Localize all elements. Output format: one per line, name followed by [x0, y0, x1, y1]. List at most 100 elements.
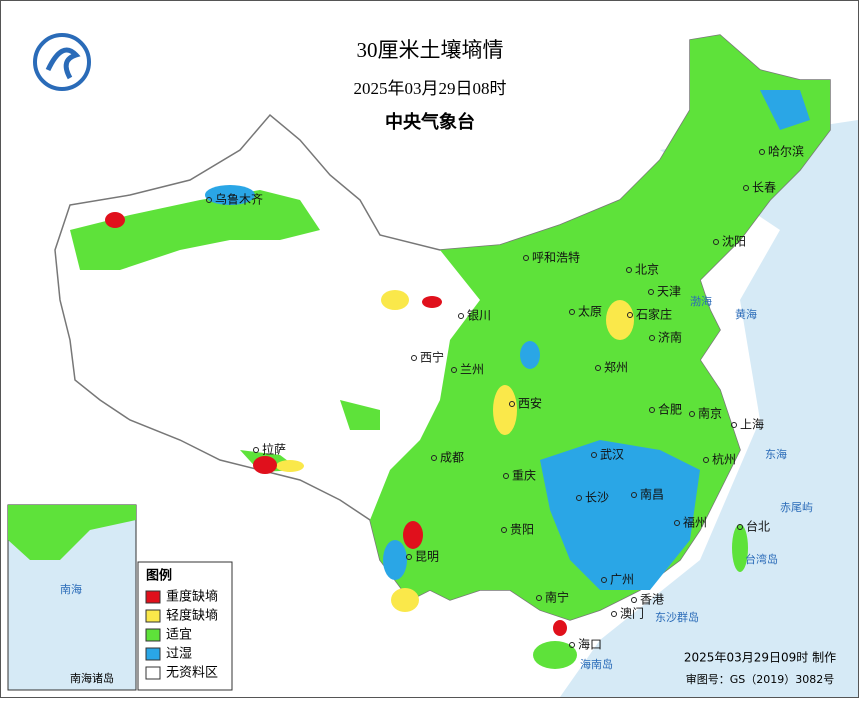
- city-marker: [703, 457, 709, 463]
- city-marker: [509, 401, 515, 407]
- place-label: 东海: [765, 447, 787, 461]
- city-marker: [649, 407, 655, 413]
- place-label: 南海: [60, 582, 82, 596]
- moisture-area: [253, 456, 277, 474]
- sea: [560, 120, 858, 697]
- city-marker: [431, 455, 437, 461]
- city-marker: [451, 367, 457, 373]
- city-label: 合肥: [658, 402, 682, 417]
- city-label: 拉萨: [262, 442, 286, 457]
- city-marker: [648, 289, 654, 295]
- legend-swatch: [145, 647, 161, 661]
- city-label: 哈尔滨: [768, 144, 804, 159]
- city-marker: [458, 313, 464, 319]
- city-label: 武汉: [600, 448, 624, 462]
- city-marker: [501, 527, 507, 533]
- inset-label: 南海诸岛: [70, 671, 114, 685]
- place-label: 海南岛: [580, 657, 613, 671]
- city-marker: [595, 365, 601, 371]
- moisture-area: [422, 296, 442, 308]
- city-label: 香港: [640, 593, 664, 607]
- city-marker: [631, 492, 637, 498]
- moisture-area: [383, 540, 407, 580]
- city-label: 长春: [752, 181, 776, 195]
- legend-label: 适宜: [166, 628, 192, 643]
- moisture-area: [520, 341, 540, 369]
- city-marker: [689, 411, 695, 417]
- city-marker: [569, 642, 575, 648]
- legend-swatch: [145, 609, 161, 623]
- city-label: 郑州: [604, 360, 628, 375]
- moisture-area: [70, 190, 320, 270]
- moisture-area: [533, 641, 577, 669]
- city-marker: [674, 520, 680, 526]
- moisture-area: [760, 90, 810, 130]
- legend-label: 无资料区: [166, 666, 218, 681]
- city-label: 南宁: [545, 590, 569, 605]
- city-label: 太原: [578, 304, 602, 319]
- legend-label: 过湿: [166, 647, 192, 662]
- city-label: 澳门: [620, 606, 644, 621]
- place-label: 东沙群岛: [655, 610, 699, 624]
- footer-approval: 审图号：GS（2019）3082号: [686, 672, 835, 686]
- city-label: 海口: [578, 637, 602, 652]
- city-label: 济南: [658, 330, 682, 345]
- city-marker: [731, 422, 737, 428]
- inset-land: [8, 505, 136, 560]
- moisture-area: [381, 290, 409, 310]
- city-label: 杭州: [712, 452, 736, 467]
- moisture-area: [340, 400, 380, 430]
- city-marker: [253, 447, 259, 453]
- city-label: 重庆: [512, 469, 536, 483]
- city-marker: [536, 595, 542, 601]
- city-label: 成都: [440, 451, 464, 465]
- legend-title: 图例: [146, 568, 172, 584]
- legend-label: 轻度缺墒: [166, 608, 218, 624]
- city-label: 福州: [683, 515, 707, 530]
- city-label: 贵阳: [510, 523, 534, 537]
- city-label: 乌鲁木齐: [215, 192, 263, 207]
- legend-swatch: [145, 666, 161, 680]
- city-label: 广州: [610, 573, 634, 587]
- city-label: 天津: [657, 285, 681, 299]
- logo-mark: [45, 47, 81, 80]
- issuer: 中央气象台: [385, 111, 475, 133]
- city-label: 长沙: [585, 491, 609, 505]
- title: 30厘米土壤墒情: [357, 38, 504, 62]
- city-label: 呼和浩特: [532, 250, 580, 265]
- moisture-area: [606, 300, 634, 340]
- moisture-areas: [70, 35, 830, 669]
- place-label: 渤海: [690, 294, 712, 308]
- moisture-area: [493, 385, 517, 435]
- city-label: 石家庄: [636, 307, 672, 322]
- city-marker: [411, 355, 417, 361]
- place-label: 黄海: [735, 307, 757, 321]
- city-label: 西安: [518, 396, 542, 411]
- legend-swatch: [145, 590, 161, 604]
- city-marker: [649, 335, 655, 341]
- city-marker: [713, 239, 719, 245]
- moisture-area: [391, 588, 419, 612]
- city-label: 兰州: [460, 363, 484, 377]
- city-marker: [737, 524, 743, 530]
- city-marker: [591, 452, 597, 458]
- logo: [33, 33, 91, 91]
- city-label: 沈阳: [722, 234, 746, 249]
- city-label: 北京: [635, 263, 659, 277]
- city-marker: [206, 197, 212, 203]
- time: 2025年03月29日08时: [354, 79, 507, 98]
- city-marker: [601, 577, 607, 583]
- city-marker: [626, 267, 632, 273]
- city-marker: [743, 185, 749, 191]
- city-marker: [406, 554, 412, 560]
- moisture-area: [732, 524, 748, 572]
- city-marker: [611, 611, 617, 617]
- moisture-area: [553, 620, 567, 636]
- city-label: 南昌: [640, 487, 664, 502]
- moisture-area: [105, 212, 125, 228]
- footer-made: 2025年03月29日09时 制作: [684, 651, 836, 665]
- moisture-area: [370, 35, 830, 620]
